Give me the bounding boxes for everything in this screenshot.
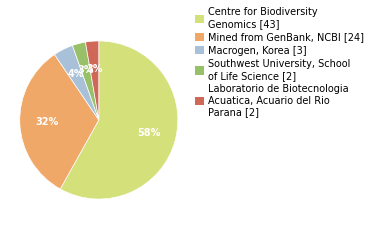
Wedge shape (86, 41, 99, 120)
Text: 3%: 3% (86, 64, 103, 74)
Text: 32%: 32% (36, 117, 59, 127)
Legend: Centre for Biodiversity
Genomics [43], Mined from GenBank, NCBI [24], Macrogen, : Centre for Biodiversity Genomics [43], M… (195, 7, 364, 117)
Wedge shape (55, 45, 99, 120)
Wedge shape (20, 54, 99, 189)
Wedge shape (60, 41, 178, 199)
Wedge shape (73, 42, 99, 120)
Text: 3%: 3% (78, 65, 94, 75)
Text: 58%: 58% (137, 128, 160, 138)
Text: 4%: 4% (67, 69, 84, 79)
